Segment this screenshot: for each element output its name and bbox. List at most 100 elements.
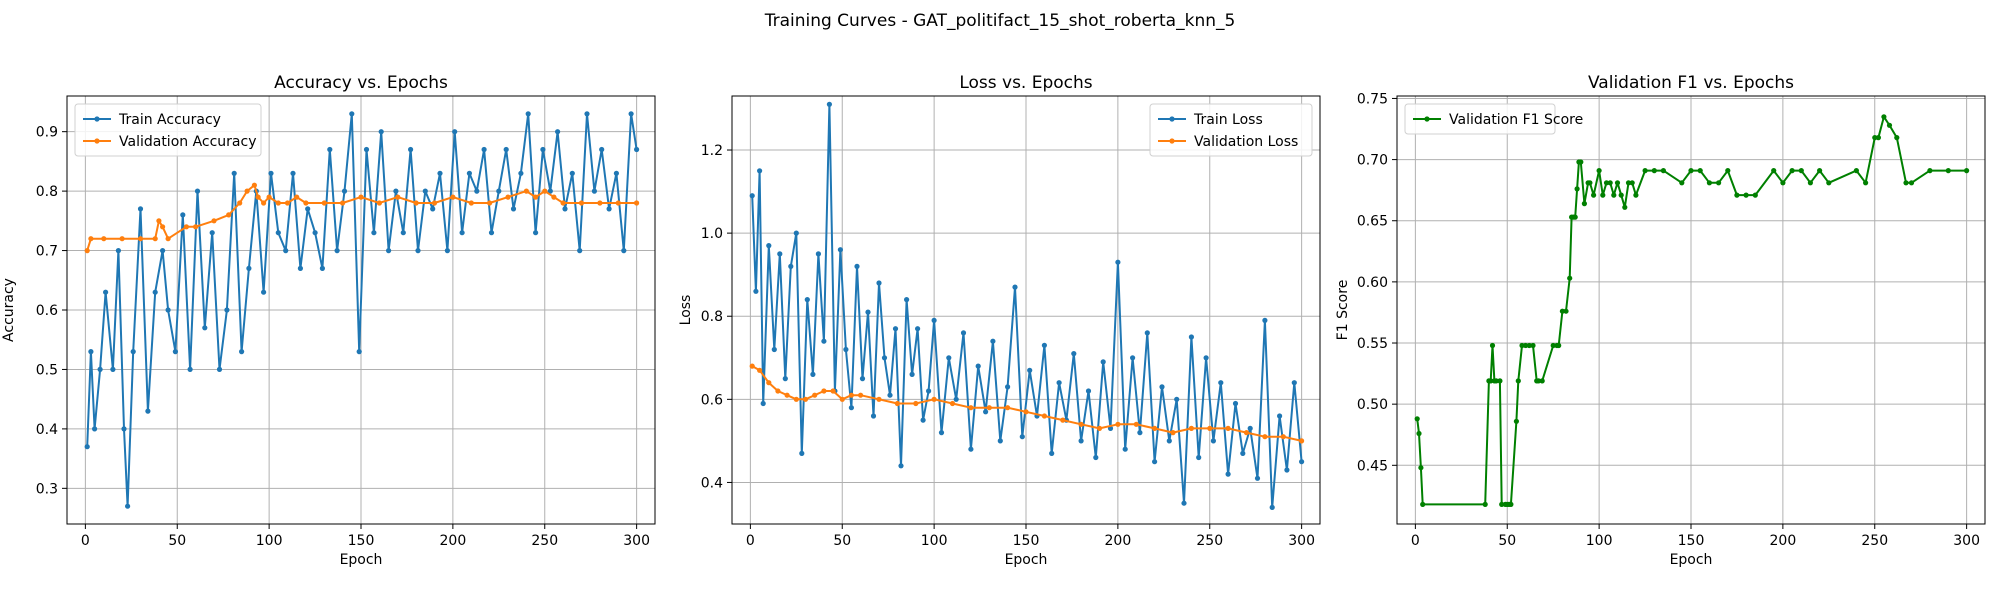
data-point: [1414, 416, 1420, 422]
data-point: [1519, 342, 1525, 349]
data-point: [1587, 180, 1593, 186]
data-point: [815, 251, 822, 257]
data-point: [777, 251, 783, 257]
data-point: [1170, 430, 1176, 436]
x-tick-label: 50: [833, 533, 851, 549]
data-point: [968, 405, 974, 411]
series-2: [749, 363, 1305, 444]
data-point: [1181, 500, 1187, 506]
y-tick-label: 1.2: [701, 143, 723, 159]
data-point: [837, 247, 844, 253]
data-point: [1526, 342, 1532, 349]
series-1: [749, 101, 1305, 510]
data-point: [400, 230, 406, 236]
data-point: [137, 236, 144, 242]
data-point: [1688, 168, 1694, 174]
data-point: [1489, 342, 1496, 349]
data-point: [1254, 475, 1261, 481]
data-point: [525, 111, 531, 117]
data-point: [1853, 168, 1859, 174]
x-tick-label: 100: [921, 533, 948, 549]
data-point: [1945, 168, 1951, 174]
data-point: [312, 230, 318, 236]
data-point: [909, 371, 915, 377]
data-point: [452, 129, 458, 135]
x-tick-label: 0: [81, 533, 90, 549]
data-point: [615, 200, 621, 206]
data-point: [505, 194, 511, 200]
data-point: [290, 170, 296, 176]
data-point: [358, 194, 364, 200]
data-point: [92, 426, 98, 432]
data-point: [422, 188, 428, 194]
data-point: [1019, 434, 1025, 440]
data-point: [975, 363, 981, 369]
data-point: [782, 376, 788, 382]
y-tick-label: 0.50: [1357, 397, 1388, 413]
data-point: [340, 200, 346, 206]
data-point: [1196, 454, 1202, 461]
data-point: [1012, 284, 1018, 290]
data-point: [1578, 159, 1584, 165]
data-point: [821, 388, 827, 394]
data-point: [413, 200, 419, 206]
data-point: [542, 188, 548, 194]
data-point: [843, 346, 849, 353]
data-point: [870, 413, 877, 419]
data-point: [334, 248, 340, 254]
data-point: [268, 170, 274, 176]
data-point: [341, 188, 348, 194]
data-point: [393, 188, 399, 194]
x-axis-label: Epoch: [340, 552, 383, 568]
data-point: [749, 363, 755, 369]
data-point: [1771, 168, 1777, 174]
data-point: [876, 396, 882, 402]
data-point: [226, 212, 232, 218]
data-point: [1152, 425, 1158, 431]
data-point: [1550, 342, 1556, 349]
data-point: [1166, 438, 1172, 444]
data-point: [1497, 378, 1503, 384]
data-point: [1093, 454, 1099, 461]
legend-swatch-marker: [1424, 116, 1430, 122]
chart-2: 0 50 100 150 200 250 300 0.4 0.6 0.8 1.0 1.2 Loss vs…: [678, 73, 1321, 568]
data-point: [1523, 342, 1529, 349]
data-point: [415, 248, 421, 254]
data-point: [294, 194, 300, 200]
data-point: [1600, 192, 1606, 198]
y-tick-label: 0.4: [701, 475, 723, 491]
data-point: [1508, 501, 1514, 507]
data-point: [584, 111, 590, 117]
data-point: [621, 248, 627, 254]
legend-swatch-marker: [1169, 116, 1175, 122]
data-point: [1041, 342, 1047, 348]
data-point: [284, 200, 291, 206]
data-point: [881, 355, 888, 361]
data-point: [1159, 384, 1165, 390]
data-point: [1603, 180, 1610, 186]
data-point: [802, 396, 809, 402]
data-point: [562, 206, 568, 212]
data-point: [193, 224, 199, 230]
data-point: [1642, 168, 1648, 174]
data-point: [1807, 180, 1813, 186]
data-point: [547, 188, 553, 194]
data-point: [766, 380, 772, 386]
data-point: [540, 146, 546, 153]
data-point: [894, 400, 901, 407]
data-point: [915, 326, 921, 332]
data-point: [152, 236, 158, 242]
legend-box: [74, 103, 262, 157]
data-point: [305, 206, 311, 212]
data-point: [183, 224, 189, 230]
data-point: [101, 236, 107, 242]
data-point: [1269, 504, 1275, 510]
data-point: [187, 366, 193, 372]
data-point: [1299, 438, 1305, 444]
data-point: [1023, 409, 1029, 415]
data-point: [757, 168, 763, 174]
data-point: [810, 371, 816, 377]
data-point: [597, 200, 603, 206]
data-point: [793, 230, 799, 236]
